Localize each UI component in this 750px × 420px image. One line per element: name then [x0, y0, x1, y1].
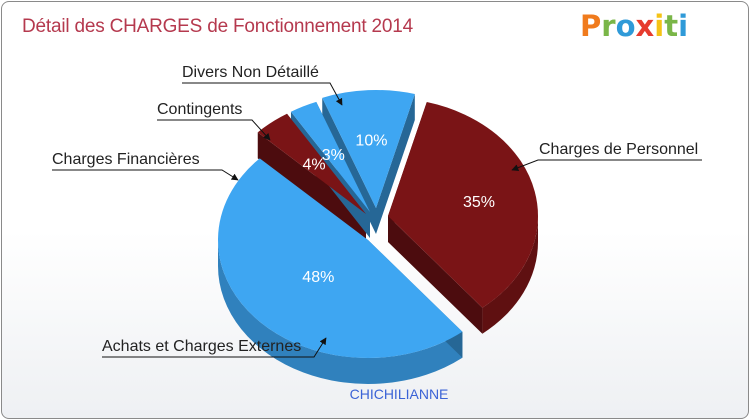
leader-line-contingents	[157, 119, 271, 141]
chart-subtitle: CHICHILIANNE	[350, 386, 449, 402]
leader-line-divers-non-detaille	[182, 82, 343, 106]
category-label-charges-de-personnel: Charges de Personnel	[539, 141, 698, 158]
logo-text: Proxiti	[580, 9, 688, 43]
slice-side-achats-et-charges-externes	[217, 240, 463, 385]
slice-face-charges-financieres-0	[257, 132, 366, 240]
category-label-charges-financieres: Charges Financières	[52, 151, 200, 168]
category-label-divers-non-detaille: Divers Non Détaillé	[182, 64, 319, 81]
slice-contingents	[290, 101, 370, 212]
category-label-achats-et-charges-externes: Achats et Charges Externes	[102, 338, 301, 355]
slice-label-charges-de-personnel: 35%	[463, 194, 495, 211]
category-label-contingents: Contingents	[157, 101, 242, 118]
slice-divers-non-detaille	[322, 89, 415, 208]
slice-label-charges-financieres: 4%	[303, 157, 326, 174]
slice-label-achats-et-charges-externes: 48%	[302, 269, 334, 286]
slice-achats-et-charges-externes	[218, 158, 463, 359]
slice-face-charges-de-personnel-1	[388, 216, 483, 334]
proxiti-logo: Proxiti	[580, 9, 688, 43]
slice-charges-de-personnel	[388, 102, 538, 308]
slice-label-contingents: 3%	[322, 147, 345, 164]
leader-line-charges-financieres	[52, 169, 239, 181]
chart-title: Détail des CHARGES de Fonctionnement 201…	[22, 16, 414, 37]
slice-charges-financieres	[257, 113, 366, 214]
slice-side-charges-de-personnel	[482, 216, 538, 334]
slice-label-divers-non-detaille: 10%	[355, 133, 387, 150]
leader-line-charges-de-personnel	[511, 159, 702, 172]
slice-face-divers-non-detaille-1	[376, 94, 415, 234]
leader-line-achats-et-charges-externes	[102, 337, 327, 358]
